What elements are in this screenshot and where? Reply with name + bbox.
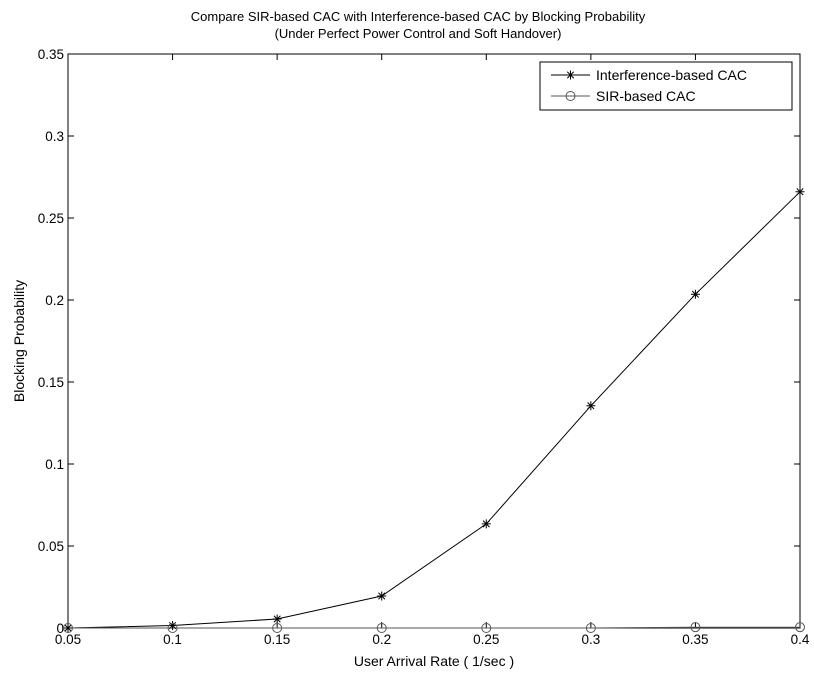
x-tick-label: 0.3	[581, 632, 600, 647]
data-point-interference	[168, 621, 178, 631]
data-point-interference	[586, 401, 596, 411]
series-line-interference	[67, 191, 801, 629]
legend-label-interference: Interference-based CAC	[596, 67, 747, 83]
legend-box	[539, 61, 793, 111]
legend-label-sir: SIR-based CAC	[596, 88, 696, 104]
legend: Interference-based CAC SIR-based CAC	[539, 61, 793, 111]
x-tick-label: 0.1	[163, 632, 182, 647]
x-tick-label: 0.4	[791, 632, 810, 647]
y-tick-label: 0.1	[45, 457, 64, 472]
y-tick-label: 0.2	[45, 293, 64, 308]
data-point-interference	[690, 289, 700, 299]
x-tick-label: 0.2	[372, 632, 391, 647]
data-point-sir	[63, 623, 73, 633]
data-point-sir	[690, 622, 701, 633]
x-tick-label: 0.25	[473, 632, 499, 647]
data-point-sir	[481, 623, 492, 633]
data-point-interference	[795, 187, 805, 197]
data-point-sir	[795, 622, 805, 633]
y-tick-label: 0.3	[45, 129, 64, 144]
data-point-interference	[272, 614, 282, 624]
y-tick-label: 0.35	[38, 47, 64, 62]
data-point-sir	[167, 623, 178, 633]
axis-ticks: 0.05 0.1 0.15 0.2 0.25 0.3 0.35 0.400.050.10.15…	[38, 47, 810, 647]
x-tick-label: 0.05	[55, 632, 81, 647]
y-tick-label: 0.25	[38, 211, 64, 226]
y-tick-label: 0.15	[38, 375, 64, 390]
y-tick-label: 0	[56, 621, 64, 636]
data-point-interference	[63, 623, 73, 633]
legend-asterisk-mark	[566, 70, 575, 80]
x-tick-label: 0.15	[264, 632, 290, 647]
legend-circle-icon	[565, 91, 576, 101]
chart-title: Compare SIR-based CAC with Interference-…	[191, 9, 646, 24]
x-tick-label: 0.35	[682, 632, 708, 647]
series-line-sir	[68, 626, 800, 629]
legend-circle-mark	[565, 91, 576, 101]
data-point-sir	[585, 623, 596, 633]
x-axis-label: User Arrival Rate ( 1/sec )	[354, 653, 514, 669]
y-tick-label: 0.05	[38, 539, 64, 554]
series-lines	[67, 191, 801, 629]
series-markers	[63, 187, 805, 633]
data-point-interference	[377, 591, 387, 601]
data-point-sir	[272, 623, 283, 633]
legend-asterisk-icon	[566, 70, 575, 80]
y-axis-label: Blocking Probability	[11, 280, 27, 402]
data-point-sir	[376, 623, 387, 633]
data-point-interference	[481, 519, 491, 529]
chart-subtitle: (Under Perfect Power Control and Soft Ha…	[275, 26, 562, 41]
